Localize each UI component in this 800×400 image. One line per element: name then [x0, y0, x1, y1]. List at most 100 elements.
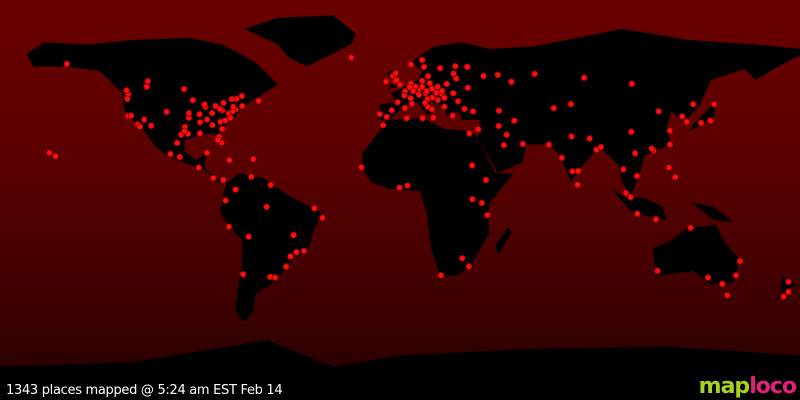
place-marker[interactable] [143, 83, 151, 91]
place-marker[interactable] [683, 118, 691, 126]
place-marker[interactable] [255, 97, 263, 105]
place-marker[interactable] [180, 85, 188, 93]
place-marker[interactable] [227, 114, 234, 122]
place-marker[interactable] [45, 149, 53, 157]
place-marker[interactable] [465, 263, 473, 270]
place-marker[interactable] [208, 109, 216, 117]
place-marker[interactable] [196, 129, 204, 137]
place-marker[interactable] [574, 167, 582, 175]
place-marker[interactable] [697, 119, 705, 127]
place-marker[interactable] [723, 291, 731, 299]
place-marker[interactable] [449, 89, 457, 97]
place-marker[interactable] [420, 63, 428, 71]
place-marker[interactable] [300, 247, 308, 255]
place-marker[interactable] [209, 121, 216, 129]
place-marker[interactable] [627, 128, 635, 136]
place-marker[interactable] [654, 267, 661, 275]
place-marker[interactable] [452, 75, 460, 82]
place-marker[interactable] [441, 103, 448, 111]
place-marker[interactable] [438, 87, 446, 95]
place-marker[interactable] [401, 104, 409, 112]
place-marker[interactable] [633, 172, 641, 180]
place-marker[interactable] [580, 74, 588, 82]
place-marker[interactable] [597, 143, 605, 151]
place-marker[interactable] [464, 84, 472, 92]
place-marker[interactable] [394, 98, 402, 106]
place-marker[interactable] [507, 78, 515, 86]
place-marker[interactable] [510, 117, 518, 125]
place-marker[interactable] [415, 91, 423, 99]
place-marker[interactable] [494, 71, 502, 79]
place-marker[interactable] [463, 63, 471, 71]
place-marker[interactable] [687, 224, 695, 232]
place-marker[interactable] [424, 72, 432, 80]
place-marker[interactable] [622, 189, 630, 197]
place-marker[interactable] [214, 136, 222, 144]
place-marker[interactable] [689, 100, 697, 108]
place-marker[interactable] [407, 94, 415, 102]
place-marker[interactable] [437, 271, 445, 279]
place-marker[interactable] [196, 110, 203, 118]
place-marker[interactable] [181, 127, 188, 135]
place-marker[interactable] [567, 100, 575, 108]
place-marker[interactable] [736, 257, 744, 265]
place-marker[interactable] [228, 95, 236, 103]
place-marker[interactable] [441, 94, 448, 102]
place-marker[interactable] [225, 156, 233, 164]
place-marker[interactable] [469, 107, 477, 115]
place-marker[interactable] [63, 60, 71, 68]
place-marker[interactable] [245, 233, 253, 241]
place-marker[interactable] [500, 141, 508, 149]
place-marker[interactable] [707, 117, 714, 125]
place-marker[interactable] [495, 107, 503, 115]
place-marker[interactable] [429, 114, 437, 122]
place-marker[interactable] [418, 77, 426, 85]
place-marker[interactable] [140, 116, 148, 123]
place-marker[interactable] [652, 215, 660, 223]
place-marker[interactable] [176, 153, 184, 161]
place-marker[interactable] [678, 113, 686, 120]
place-marker[interactable] [545, 141, 553, 149]
place-marker[interactable] [718, 280, 726, 288]
place-marker[interactable] [478, 199, 486, 207]
place-marker[interactable] [293, 248, 300, 256]
place-marker[interactable] [531, 70, 539, 78]
place-marker[interactable] [666, 141, 674, 148]
place-marker[interactable] [454, 97, 462, 105]
place-marker[interactable] [225, 223, 233, 231]
place-marker[interactable] [619, 165, 627, 173]
place-marker[interactable] [401, 92, 408, 99]
place-marker[interactable] [569, 167, 576, 175]
place-marker[interactable] [290, 231, 297, 239]
place-marker[interactable] [167, 150, 174, 158]
place-marker[interactable] [468, 161, 476, 169]
place-marker[interactable] [418, 83, 426, 91]
place-marker[interactable] [209, 174, 217, 182]
place-marker[interactable] [127, 112, 135, 119]
place-marker[interactable] [396, 81, 404, 88]
place-marker[interactable] [263, 203, 271, 211]
place-marker[interactable] [628, 80, 636, 88]
place-marker[interactable] [222, 197, 229, 204]
place-marker[interactable] [404, 182, 411, 189]
place-marker[interactable] [136, 123, 144, 131]
place-marker[interactable] [483, 211, 491, 219]
place-marker[interactable] [586, 135, 593, 142]
place-marker[interactable] [503, 131, 511, 139]
place-marker[interactable] [710, 100, 718, 108]
maploco-logo[interactable]: maploco [699, 374, 797, 399]
place-marker[interactable] [221, 117, 229, 124]
place-marker[interactable] [357, 163, 365, 171]
place-marker[interactable] [443, 80, 451, 88]
place-marker[interactable] [196, 118, 204, 126]
place-marker[interactable] [558, 154, 566, 162]
place-marker[interactable] [388, 106, 396, 114]
place-marker[interactable] [201, 101, 208, 108]
place-marker[interactable] [376, 110, 384, 118]
place-marker[interactable] [495, 122, 503, 130]
place-marker[interactable] [396, 184, 403, 191]
place-marker[interactable] [218, 125, 226, 133]
place-marker[interactable] [407, 61, 415, 68]
